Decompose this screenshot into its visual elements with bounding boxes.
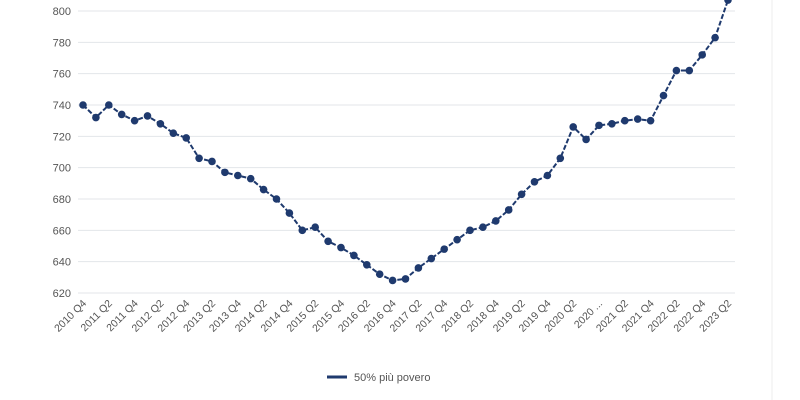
data-point[interactable]: [414, 264, 423, 272]
legend[interactable]: 50% più povero: [327, 372, 430, 384]
data-point[interactable]: [234, 171, 242, 180]
data-point[interactable]: [272, 195, 281, 203]
data-point[interactable]: [440, 245, 449, 253]
data-point[interactable]: [298, 226, 307, 235]
y-tick-label: 740: [53, 100, 71, 112]
data-point[interactable]: [363, 261, 371, 269]
data-point[interactable]: [621, 116, 629, 125]
data-point[interactable]: [337, 243, 345, 252]
data-point[interactable]: [504, 206, 513, 214]
data-point[interactable]: [453, 235, 461, 244]
series-layer: [79, 0, 732, 285]
y-axis-ticks: 620 640 660 680 700 720 740 760 780 800: [53, 6, 71, 300]
data-point[interactable]: [724, 0, 732, 4]
data-point[interactable]: [569, 123, 577, 131]
data-point[interactable]: [685, 66, 694, 75]
data-point[interactable]: [375, 270, 384, 279]
data-point[interactable]: [517, 190, 526, 199]
data-point[interactable]: [646, 116, 655, 125]
data-point[interactable]: [324, 237, 332, 246]
data-point[interactable]: [427, 254, 436, 263]
data-point[interactable]: [711, 33, 719, 42]
y-tick-label: 720: [53, 131, 71, 143]
data-point[interactable]: [543, 171, 552, 180]
data-point[interactable]: [388, 276, 397, 285]
data-point[interactable]: [182, 134, 190, 142]
data-point[interactable]: [246, 174, 255, 183]
y-tick-label: 700: [53, 163, 71, 175]
data-point[interactable]: [117, 110, 126, 119]
data-point[interactable]: [350, 251, 358, 260]
data-point[interactable]: [156, 120, 165, 128]
data-point[interactable]: [633, 115, 642, 123]
data-point[interactable]: [659, 91, 668, 100]
y-tick-label: 620: [53, 288, 71, 300]
data-point[interactable]: [143, 112, 152, 120]
data-point[interactable]: [492, 217, 500, 225]
y-tick-label: 760: [53, 69, 71, 81]
data-point[interactable]: [169, 129, 178, 137]
data-point[interactable]: [311, 223, 320, 231]
y-tick-label: 800: [53, 6, 71, 18]
data-point[interactable]: [608, 120, 616, 128]
data-point[interactable]: [105, 101, 113, 109]
grid-lines: [78, 10, 735, 294]
data-point[interactable]: [79, 101, 87, 109]
data-point[interactable]: [479, 223, 487, 231]
data-point[interactable]: [595, 121, 603, 130]
data-point[interactable]: [208, 157, 216, 166]
data-point[interactable]: [582, 135, 590, 144]
y-tick-label: 780: [53, 37, 71, 49]
data-point[interactable]: [130, 116, 139, 125]
data-point[interactable]: [556, 154, 565, 163]
data-point[interactable]: [466, 226, 474, 235]
data-point[interactable]: [221, 168, 229, 177]
data-point[interactable]: [530, 177, 539, 186]
data-point[interactable]: [259, 185, 268, 194]
data-point[interactable]: [285, 209, 294, 217]
legend-label: 50% più povero: [354, 372, 430, 384]
data-point[interactable]: [698, 51, 706, 59]
data-point[interactable]: [195, 154, 203, 163]
data-point[interactable]: [401, 275, 410, 283]
y-tick-label: 660: [53, 225, 71, 237]
y-tick-label: 680: [53, 194, 71, 206]
data-point[interactable]: [92, 113, 100, 122]
y-tick-label: 640: [53, 257, 71, 269]
data-point[interactable]: [672, 66, 681, 75]
